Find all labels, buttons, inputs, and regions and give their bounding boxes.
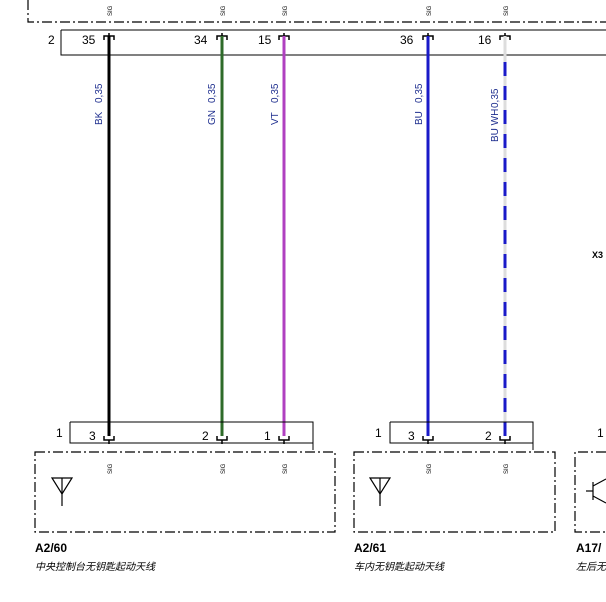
sig-label-bottom-a260-1: SIG: [283, 463, 289, 474]
sig-label-top-36: SIG: [427, 5, 433, 16]
wire-label-gn-size: 0,35: [207, 83, 218, 103]
transistor-icon-a17: [586, 478, 606, 504]
sig-label-bottom-a260-3: SIG: [108, 463, 114, 474]
sig-label-top-34: SIG: [221, 5, 227, 16]
pin-glyph-bottom-a260-2: [216, 436, 228, 444]
top-pin-16: 16: [478, 33, 492, 47]
a261-pin-2: 2: [485, 429, 492, 443]
bottom-connector-housing-a261: [389, 421, 534, 450]
component-id-a260: A2/60: [35, 541, 67, 555]
sig-label-top-15: SIG: [283, 5, 289, 16]
antenna-icon-a261: [368, 477, 392, 506]
top-pin-35: 35: [82, 33, 96, 47]
component-desc-a17: 左后无: [576, 561, 606, 573]
a260-pin-3: 3: [89, 429, 96, 443]
wire-label-vt: VT 0,35: [270, 83, 281, 125]
edge-connector-label: X3: [592, 250, 603, 260]
pin-glyph-bottom-a261-2: [499, 436, 511, 444]
a260-group-pin: 1: [56, 426, 63, 440]
component-box-a260: [34, 451, 336, 533]
a17-group-pin: 1: [597, 426, 604, 440]
pin-glyph-bottom-a261-3: [422, 436, 434, 444]
sig-label-top-35: SIG: [108, 5, 114, 16]
top-pin-36: 36: [400, 33, 414, 47]
wire-label-buwh: BU WH 0,35: [490, 88, 501, 142]
a260-pin-2: 2: [202, 429, 209, 443]
top-connector-group-pin: 2: [48, 33, 55, 47]
wire-label-buwh-size: 0,35: [490, 88, 501, 108]
component-box-a17: [574, 451, 606, 533]
wire-label-bu: BU 0,35: [414, 83, 425, 125]
a261-group-pin: 1: [375, 426, 382, 440]
top-pin-34: 34: [194, 33, 208, 47]
bottom-connector-housing-a260: [69, 421, 314, 450]
component-desc-a261: 车内无钥匙起动天线: [354, 561, 445, 573]
wire-label-bk-size: 0,35: [94, 83, 105, 103]
wire-label-bk-code: BK: [94, 111, 105, 125]
component-id-a17: A17/: [576, 541, 602, 555]
wire-label-bu-size: 0,35: [414, 83, 425, 103]
control-unit-frame: [27, 0, 606, 23]
pin-glyph-bottom-a260-1: [278, 436, 290, 444]
antenna-icon-a260: [50, 477, 74, 506]
top-pin-15: 15: [258, 33, 272, 47]
wire-label-buwh-code: BU WH: [490, 109, 501, 142]
wire-label-bk: BK 0,35: [94, 83, 105, 125]
wire-label-vt-size: 0,35: [270, 83, 281, 103]
wire-label-vt-code: VT: [270, 112, 281, 125]
top-connector-housing: [60, 29, 606, 56]
wire-label-bu-code: BU: [414, 111, 425, 125]
component-id-a261: A2/61: [354, 541, 386, 555]
component-desc-a260: 中央控制台无钥匙起动天线: [35, 561, 156, 573]
sig-label-bottom-a261-2: SIG: [504, 463, 510, 474]
component-box-a261: [353, 451, 556, 533]
wire-label-gn: GN 0,35: [207, 83, 218, 125]
sig-label-top-16: SIG: [504, 5, 510, 16]
pin-glyph-bottom-a260-3: [103, 436, 115, 444]
a260-pin-1: 1: [264, 429, 271, 443]
a261-pin-3: 3: [408, 429, 415, 443]
sig-label-bottom-a261-3: SIG: [427, 463, 433, 474]
sig-label-bottom-a260-2: SIG: [221, 463, 227, 474]
wire-label-gn-code: GN: [207, 110, 218, 125]
